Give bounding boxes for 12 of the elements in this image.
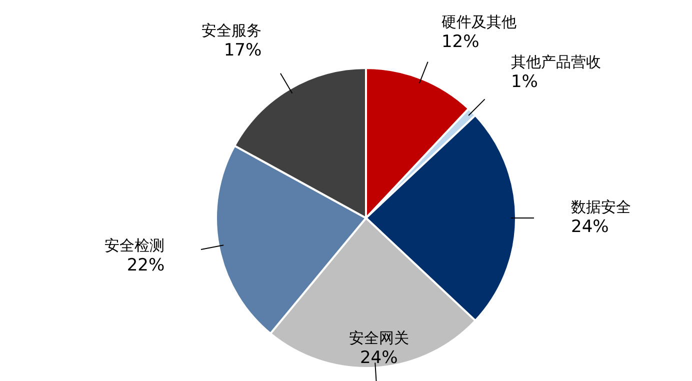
slice-label: 数据安全 [571,198,631,216]
data-label: 12% [441,32,480,52]
data-label: 24% [360,348,398,368]
slice-label: 安全服务 [202,22,262,40]
data-label: 17% [224,40,262,61]
slice-label: 安全网关 [348,329,409,347]
data-label: 22% [126,255,165,276]
slice-label: 安全检测 [104,236,165,254]
data-label: 24% [571,217,609,237]
slice-label: 硬件及其他 [441,13,516,31]
slice-label: 其他产品营收 [510,53,601,72]
data-label: 1% [510,72,538,92]
